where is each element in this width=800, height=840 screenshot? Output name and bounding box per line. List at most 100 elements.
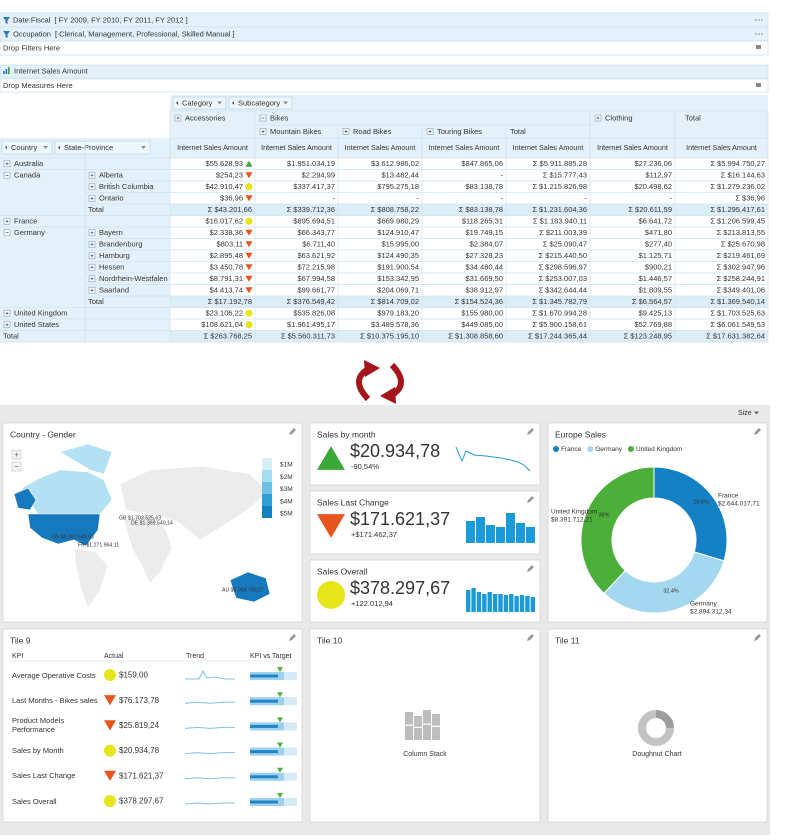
edit-icon[interactable] xyxy=(754,634,761,641)
cell-value: $52.769,88 xyxy=(634,320,672,329)
field-button[interactable] xyxy=(172,96,227,110)
cell-value: $6.641,72 xyxy=(639,217,672,226)
cell-value: $16.017,62 xyxy=(205,217,243,226)
measure-bar xyxy=(0,64,769,79)
slice-label: 32.4% xyxy=(663,588,679,594)
bullet-bar xyxy=(250,724,278,728)
status-down xyxy=(245,172,253,179)
menu-dot xyxy=(755,19,757,21)
edit-icon[interactable] xyxy=(527,496,534,503)
target-marker xyxy=(277,793,283,798)
edit-icon[interactable] xyxy=(754,428,761,435)
cell-value: $118.265,31 xyxy=(462,217,503,226)
legend-swatch xyxy=(262,494,272,506)
cell-value: Σ $17.631.382,64 xyxy=(706,332,765,341)
edit-icon[interactable] xyxy=(527,428,534,435)
status-neutral xyxy=(104,669,116,681)
map-region xyxy=(123,513,173,585)
cell-value: $23.106,22 xyxy=(205,309,243,318)
legend-dot xyxy=(627,446,634,452)
drop-filters: Drop Filters Here xyxy=(3,43,60,52)
edit-icon[interactable] xyxy=(289,634,296,641)
mini-bar xyxy=(492,594,498,612)
cell-value: Σ $36,96 xyxy=(735,194,765,203)
cell-value: $155.980,00 xyxy=(461,309,503,318)
edit-icon[interactable] xyxy=(527,634,534,641)
data-row xyxy=(170,296,768,308)
pin-icon xyxy=(756,83,761,87)
mini-bar xyxy=(526,527,535,543)
cell-value: $1.446,57 xyxy=(639,274,672,283)
legend-swatch xyxy=(262,458,272,470)
trend-line xyxy=(184,752,235,755)
status-down xyxy=(245,287,253,294)
menu-dot xyxy=(755,33,757,35)
cell-value: - xyxy=(585,194,588,203)
trend-line xyxy=(184,701,235,704)
cell-value: $20.498,62 xyxy=(634,182,672,191)
target-marker xyxy=(277,717,283,723)
bullet-bar xyxy=(250,775,278,779)
cell-value: - xyxy=(501,194,504,203)
target-marker xyxy=(277,667,283,672)
state-label: Hamburg xyxy=(99,251,130,260)
cell-value: $6.711,40 xyxy=(302,240,335,249)
data-row xyxy=(170,307,768,319)
subcategory-header: Total xyxy=(510,127,526,136)
legend-dot xyxy=(587,446,594,452)
subcategory-header: Touring Bikes xyxy=(437,127,482,136)
legend-label: United Kingdom xyxy=(636,446,682,453)
cell-value: $471,80 xyxy=(645,228,672,237)
cell-value: $1.125,71 xyxy=(639,251,672,260)
cell-value: Σ $43.201,66 xyxy=(208,205,252,214)
legend-label: $1M xyxy=(280,462,293,469)
status-down xyxy=(245,195,253,202)
data-row xyxy=(170,215,768,227)
legend-label: $5M xyxy=(280,511,293,518)
cell-value: $4.413,74 xyxy=(210,286,243,295)
slice-label: 38% xyxy=(598,512,609,518)
kpi-actual: $76.173,78 xyxy=(119,696,160,705)
cell-value: $124.490,35 xyxy=(377,251,419,260)
bullet-bar xyxy=(250,800,278,804)
field-button[interactable] xyxy=(1,140,53,155)
field-button[interactable] xyxy=(228,96,293,110)
mini-bar xyxy=(487,592,492,612)
cell-value: $3.450,78 xyxy=(210,263,243,272)
cell-value: Σ $1.369.540,14 xyxy=(710,297,765,306)
cell-value: Σ $17.244.365,44 xyxy=(528,332,587,341)
field-dot xyxy=(176,101,178,105)
cell-value: - xyxy=(501,171,504,180)
menu-dot xyxy=(761,33,763,35)
cell-value: $2.384,07 xyxy=(470,240,503,249)
status-up xyxy=(317,446,345,470)
legend-dot xyxy=(553,446,559,452)
cell-value: $108.621,04 xyxy=(201,320,243,329)
data-row xyxy=(170,273,768,285)
measure-header: Internet Sales Amount xyxy=(513,143,584,152)
dropdown-arrow xyxy=(754,411,759,415)
legend-swatch xyxy=(262,482,272,494)
cell-value: $63.621,92 xyxy=(297,251,335,260)
cell-value: Σ $219.461,69 xyxy=(717,251,765,260)
cell-value: Σ $25.670,98 xyxy=(721,240,765,249)
cell-value: $795.275,18 xyxy=(377,182,419,191)
cell-value: Σ $20.611,59 xyxy=(628,205,672,214)
kpi-name: Average Operative Costs xyxy=(12,670,96,680)
edit-icon[interactable] xyxy=(289,428,296,435)
cell-value: Σ $5.900.158,61 xyxy=(532,320,587,329)
cell-value: $36,96 xyxy=(220,194,243,203)
mini-bar xyxy=(503,595,509,612)
trend-line xyxy=(184,802,235,805)
edit-icon[interactable] xyxy=(527,565,534,572)
cell-value: $191.900,54 xyxy=(377,263,419,272)
menu-dot xyxy=(758,33,760,35)
field-button[interactable] xyxy=(54,140,151,155)
map-region xyxy=(13,487,37,511)
column-header: Actual xyxy=(104,653,124,660)
drop-measures: Drop Measures Here xyxy=(3,81,73,90)
cell-value: Σ $376.549,42 xyxy=(287,297,335,306)
size-menu[interactable]: Size xyxy=(738,410,752,417)
status-neutral xyxy=(104,795,116,807)
pin-icon xyxy=(756,45,761,49)
